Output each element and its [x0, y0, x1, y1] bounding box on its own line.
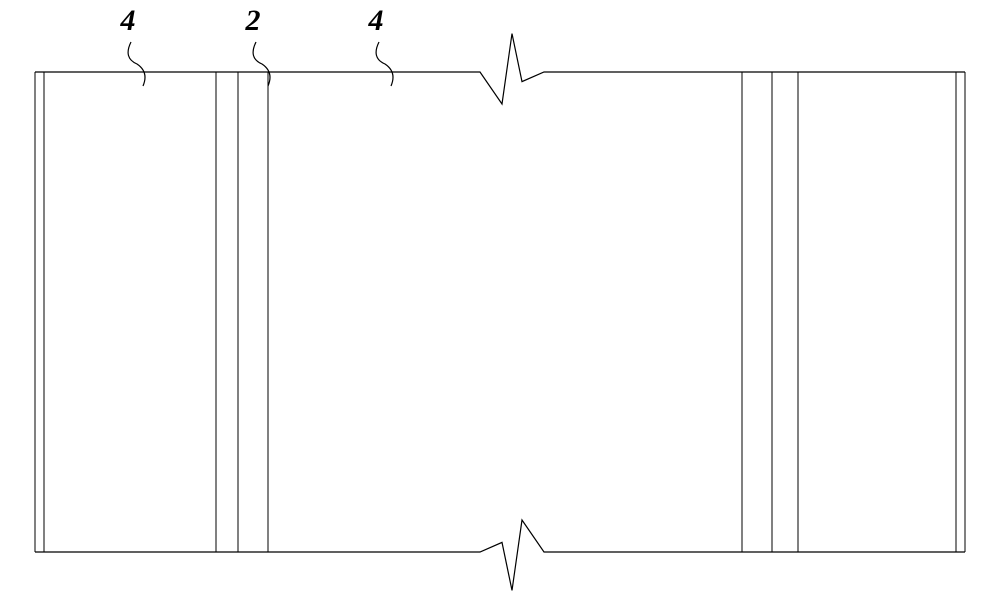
engineering-figure: 4 2 4: [0, 0, 1000, 606]
label-4-left-leader: [128, 42, 145, 86]
label-2-leader: [253, 42, 270, 86]
top-outline: [35, 34, 965, 104]
bottom-outline: [35, 520, 965, 590]
label-2: 2: [245, 4, 261, 37]
label-4-right: 4: [368, 4, 384, 37]
label-4-right-leader: [376, 42, 393, 86]
label-4-left: 4: [120, 4, 136, 37]
